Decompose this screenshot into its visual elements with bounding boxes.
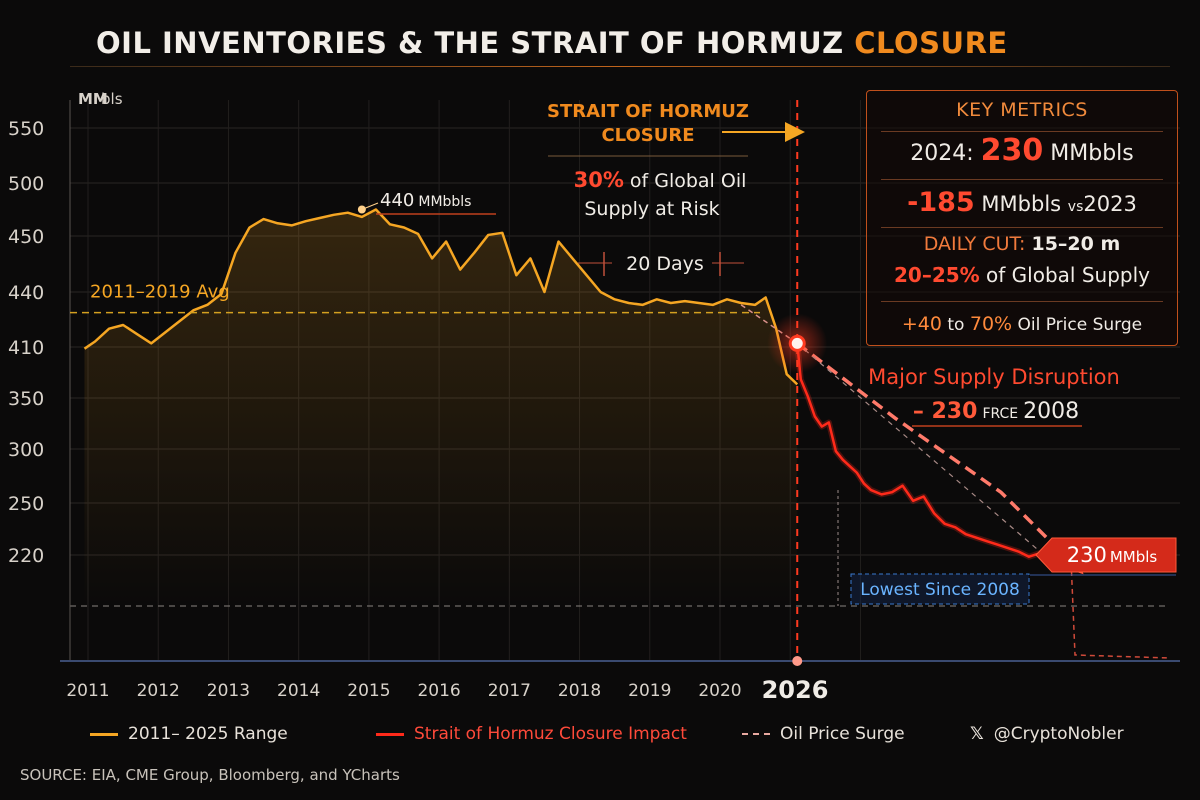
x-tick-label: 2016 [417, 681, 460, 701]
y-tick-label: 250 [8, 493, 44, 515]
metric-daily-cut-value: 15–20 m [1031, 233, 1121, 255]
y-tick-label: 500 [8, 173, 44, 195]
key-metrics-panel: KEY METRICS 2024: 230 MMbbls -185 MMbbls… [866, 90, 1178, 346]
lowest-label: Lowest Since 2008 [860, 580, 1020, 600]
series-line-surge [796, 341, 1084, 575]
metric-surge-to: to [947, 315, 965, 335]
x-logo-icon: 𝕏 [970, 724, 984, 744]
metrics-heading: KEY METRICS [956, 99, 1088, 121]
end-value-label: 230 MMbls [1067, 543, 1158, 567]
legend-swatch-red [376, 732, 404, 736]
chart-legend: 2011– 2025 Range Strait of Hormuz Closur… [90, 722, 1180, 750]
metric-change-value: -185 [907, 187, 975, 218]
y-tick-label: 440 [8, 282, 44, 304]
range-area-fill [84, 209, 798, 606]
metric-daily-cut-label: DAILY CUT: [923, 233, 1026, 255]
metric-change-vs-2023: -185 MMbbls vs2023 [867, 187, 1177, 218]
metrics-divider [881, 301, 1163, 302]
title-accent: CLOSURE [854, 26, 1008, 60]
metric-global-supply: 20–25% of Global Supply [867, 263, 1177, 287]
days-label: 20 Days [626, 253, 704, 275]
legend-item-range: 2011– 2025 Range [90, 724, 288, 744]
x-tick-label: 2018 [558, 681, 601, 701]
metric-supply-pct: 20–25% [893, 263, 980, 287]
disruption-title: Major Supply Disruption [868, 365, 1120, 389]
metrics-divider [881, 227, 1163, 228]
metric-vs: vs [1067, 199, 1084, 215]
page-title: OIL INVENTORIES & THE STRAIT OF HORMUZ C… [96, 26, 1008, 60]
metric-daily-cut: DAILY CUT: 15–20 m [867, 233, 1177, 255]
metric-surge-low: +40 [901, 313, 942, 335]
metric-supply-text: of Global Supply [986, 263, 1150, 287]
x-tick-label: 2020 [698, 681, 741, 701]
risk-line1: 30% of Global Oil [574, 168, 747, 192]
metric-2024-inventory: 2024: 230 MMbbls [867, 133, 1177, 168]
metric-price-surge: +40 to 70% Oil Price Surge [867, 313, 1177, 335]
legend-item-impact: Strait of Hormuz Closure Impact [376, 724, 687, 744]
metric-surge-high: 70% [969, 313, 1013, 335]
x-tick-label: 2014 [277, 681, 320, 701]
legend-swatch-dashed [742, 733, 770, 735]
closure-axis-point [792, 656, 803, 666]
x-tick-label: 2019 [628, 681, 671, 701]
closure-point [788, 334, 806, 352]
x-axis: 2011 2012 2013 2014 2015 2016 2017 2018 2019 2020… [60, 660, 1180, 704]
legend-swatch-orange [90, 732, 118, 736]
lowest-badge [850, 573, 1030, 605]
avg-label: 2011–2019 Avg [90, 282, 230, 303]
series-line-impact [796, 343, 1072, 564]
author-handle[interactable]: @CryptoNobler [993, 724, 1124, 744]
y-axis-label: MM [78, 90, 108, 108]
metric-year: 2024: [910, 141, 974, 166]
x-tick-label: 2013 [207, 681, 250, 701]
peak-label: 440 MMbbls [380, 190, 471, 211]
x-tick-label: 2012 [137, 681, 180, 701]
legend-label-surge: Oil Price Surge [780, 724, 905, 744]
chart-annotations: 2011–2019 Avg 440 MMbbls STRAIT OF HORMUZ CL… [70, 100, 1177, 666]
disruption-value: – 230 FRCE 2008 [913, 399, 1079, 424]
title-rule [70, 66, 1170, 67]
peak-leader [361, 202, 379, 210]
series-line-surge-tail [1070, 561, 1171, 659]
y-axis-label-suffix: bls [101, 90, 123, 108]
metric-value: 230 [980, 133, 1044, 168]
x-tick-label: 2017 [488, 681, 531, 701]
closure-title-line2: CLOSURE [601, 125, 694, 146]
metric-compare-year: 2023 [1083, 192, 1137, 216]
metric-change-unit: MMbbls [981, 192, 1062, 216]
series-line-range [83, 208, 799, 386]
title-main: OIL INVENTORIES & THE STRAIT OF HORMUZ [96, 26, 844, 60]
y-tick-label: 550 [8, 118, 44, 140]
y-tick-label: 410 [8, 337, 44, 359]
y-tick-label: 450 [8, 226, 44, 248]
y-tick-label: 350 [8, 388, 44, 410]
x-tick-label: 2015 [347, 681, 390, 701]
legend-item-handle[interactable]: 𝕏 @CryptoNobler [970, 724, 1124, 744]
risk-line2: Supply at Risk [584, 198, 719, 220]
x-tick-label: 2011 [66, 681, 109, 701]
y-axis: 550 500 450 440 410 350 300 250 220 MMbls [8, 90, 123, 660]
source-note: SOURCE: EIA, CME Group, Bloomberg, and Y… [20, 766, 400, 784]
surge-upper-line [796, 342, 1041, 552]
y-tick-label: 220 [8, 545, 44, 567]
y-tick-label: 300 [8, 439, 44, 461]
metrics-divider [881, 179, 1163, 180]
x-marker-label: 2026 [762, 676, 829, 704]
legend-label-range: 2011– 2025 Range [128, 724, 288, 744]
end-value-badge [1035, 537, 1177, 573]
legend-item-surge: Oil Price Surge [742, 724, 905, 744]
metric-unit: MMbbls [1050, 141, 1134, 166]
closure-title-line1: STRAIT OF HORMUZ [547, 101, 749, 122]
legend-label-impact: Strait of Hormuz Closure Impact [414, 724, 687, 744]
metrics-divider [881, 131, 1163, 132]
metric-surge-text: Oil Price Surge [1017, 315, 1143, 335]
